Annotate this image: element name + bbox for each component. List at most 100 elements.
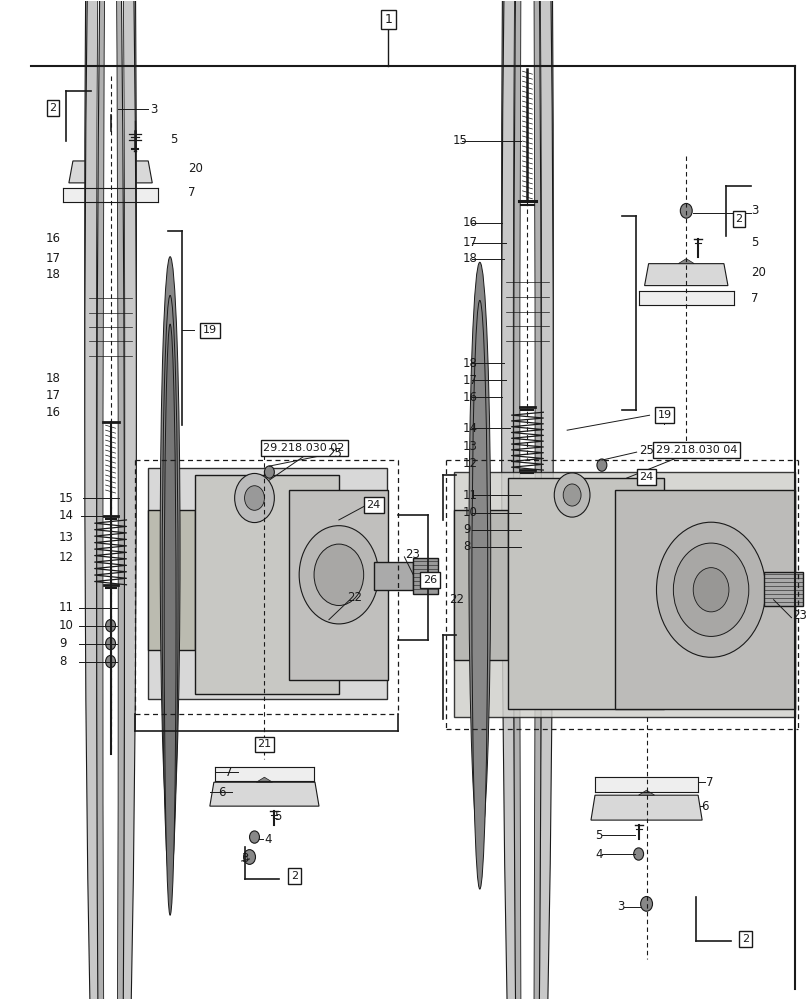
Circle shape: [244, 486, 264, 510]
Text: 21: 21: [257, 739, 271, 749]
Text: 11: 11: [59, 601, 74, 614]
Text: 16: 16: [462, 216, 478, 229]
Text: 9: 9: [462, 523, 470, 536]
Ellipse shape: [160, 257, 180, 843]
Text: 18: 18: [462, 252, 477, 265]
Text: 29.218.030 04: 29.218.030 04: [654, 445, 736, 455]
Circle shape: [249, 831, 260, 843]
Circle shape: [264, 466, 274, 478]
Text: 4: 4: [264, 833, 272, 846]
Text: 17: 17: [462, 236, 478, 249]
Text: 23: 23: [792, 609, 806, 622]
FancyBboxPatch shape: [195, 475, 338, 694]
Text: 19: 19: [657, 410, 671, 420]
Ellipse shape: [87, 0, 135, 1000]
Text: 2: 2: [741, 934, 749, 944]
Polygon shape: [256, 777, 272, 782]
Circle shape: [314, 544, 363, 605]
Polygon shape: [637, 291, 733, 305]
Text: 11: 11: [462, 489, 478, 502]
FancyBboxPatch shape: [453, 510, 507, 660]
Ellipse shape: [97, 0, 123, 1000]
Ellipse shape: [513, 0, 540, 1000]
FancyBboxPatch shape: [148, 468, 386, 699]
Ellipse shape: [513, 0, 540, 1000]
Circle shape: [234, 473, 274, 523]
Circle shape: [105, 620, 115, 632]
Polygon shape: [69, 161, 152, 183]
Text: 3: 3: [750, 204, 757, 217]
Circle shape: [554, 473, 590, 517]
Circle shape: [105, 637, 115, 650]
Circle shape: [596, 459, 606, 471]
Text: 23: 23: [405, 548, 420, 561]
Ellipse shape: [505, 0, 548, 1000]
FancyBboxPatch shape: [505, 268, 548, 355]
Text: 12: 12: [462, 457, 478, 470]
Circle shape: [105, 655, 115, 668]
Ellipse shape: [468, 262, 490, 847]
FancyBboxPatch shape: [763, 572, 802, 606]
Circle shape: [243, 850, 255, 864]
Text: 20: 20: [750, 266, 765, 279]
Ellipse shape: [162, 295, 178, 884]
Circle shape: [521, 507, 532, 519]
Text: 22: 22: [448, 593, 463, 606]
Ellipse shape: [97, 0, 125, 1000]
Polygon shape: [637, 790, 654, 795]
Text: 19: 19: [203, 325, 217, 335]
Ellipse shape: [471, 300, 487, 889]
FancyBboxPatch shape: [148, 510, 195, 650]
Circle shape: [521, 524, 532, 536]
Text: 17: 17: [462, 374, 478, 387]
Ellipse shape: [164, 324, 176, 915]
Ellipse shape: [103, 0, 118, 1000]
Text: 18: 18: [46, 268, 61, 281]
Circle shape: [693, 568, 728, 612]
Text: 17: 17: [46, 252, 61, 265]
Ellipse shape: [87, 0, 135, 1000]
Text: 2: 2: [290, 871, 298, 881]
Text: 7: 7: [750, 292, 757, 305]
Ellipse shape: [97, 0, 123, 1000]
FancyBboxPatch shape: [289, 490, 388, 680]
Polygon shape: [215, 767, 314, 781]
Circle shape: [563, 484, 581, 506]
Ellipse shape: [513, 0, 541, 1000]
Text: 1: 1: [384, 13, 392, 26]
Polygon shape: [594, 777, 697, 792]
Ellipse shape: [97, 0, 123, 1000]
Ellipse shape: [519, 0, 534, 1000]
Ellipse shape: [503, 0, 551, 1000]
Text: 6: 6: [217, 786, 225, 799]
Ellipse shape: [501, 0, 552, 1000]
Text: 16: 16: [46, 406, 61, 419]
Text: 5: 5: [274, 810, 281, 823]
Text: 13: 13: [59, 531, 74, 544]
Text: 16: 16: [46, 232, 61, 245]
Ellipse shape: [513, 0, 541, 1000]
Circle shape: [672, 543, 748, 636]
Ellipse shape: [503, 0, 551, 1000]
Ellipse shape: [84, 0, 136, 1000]
Ellipse shape: [88, 0, 132, 1000]
Text: 10: 10: [462, 506, 477, 519]
Polygon shape: [677, 259, 693, 264]
Text: 15: 15: [453, 134, 467, 147]
Circle shape: [640, 897, 652, 911]
Circle shape: [105, 102, 117, 116]
Text: 3: 3: [150, 103, 157, 116]
Text: 10: 10: [59, 619, 74, 632]
Text: 4: 4: [594, 848, 602, 861]
FancyBboxPatch shape: [453, 472, 795, 717]
Ellipse shape: [97, 0, 125, 1000]
Text: 7: 7: [188, 186, 195, 199]
Text: 5: 5: [750, 236, 757, 249]
Circle shape: [521, 541, 532, 553]
Text: 5: 5: [170, 133, 178, 146]
FancyBboxPatch shape: [614, 490, 795, 709]
Text: 25: 25: [639, 444, 654, 457]
Ellipse shape: [505, 0, 548, 1000]
Polygon shape: [102, 156, 118, 161]
Text: 3: 3: [616, 900, 624, 913]
